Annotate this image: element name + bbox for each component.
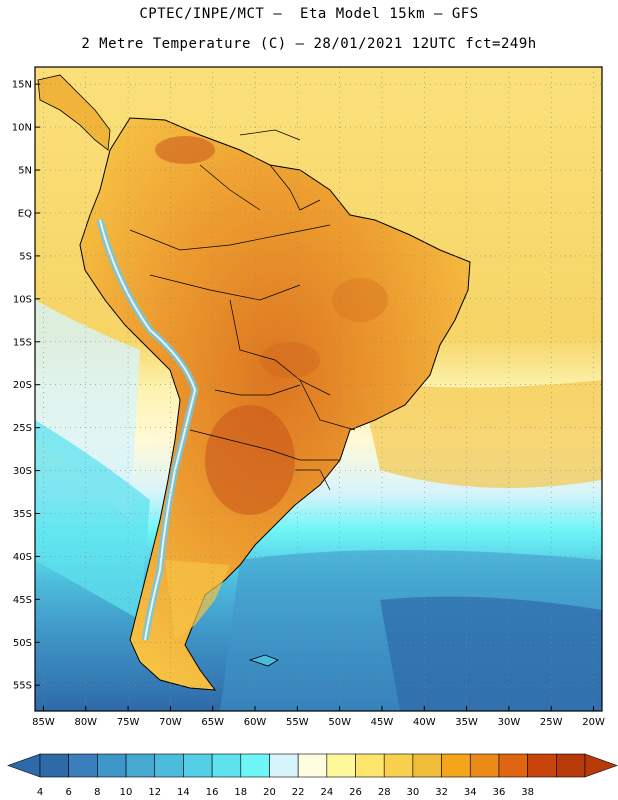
central-america-land (37, 74, 111, 151)
lon-tick-label: 50W (328, 717, 351, 728)
colorbar-segment (469, 753, 500, 778)
andes-snow-line (99, 219, 197, 641)
colorbar-segment (412, 753, 442, 778)
colorbar-label: 34 (464, 787, 477, 798)
colorbar-segment (498, 753, 528, 778)
colorbar-label: 20 (263, 787, 276, 798)
lat-tick-label: 15S (13, 337, 32, 348)
colorbar-segment (383, 753, 414, 778)
lon-tick-label: 70W (159, 717, 182, 728)
southern-ocean-coldest (380, 596, 602, 711)
lat-tick-label: 25S (13, 423, 32, 434)
colorbar-segment (326, 753, 356, 778)
colorbar-label: 30 (407, 787, 420, 798)
lat-tick-label: 45S (13, 595, 32, 606)
lat-tick-label: 15N (12, 80, 32, 91)
map-title-line-2: 2 Metre Temperature (C) – 28/01/2021 12U… (81, 36, 537, 52)
colorbar-segment (441, 753, 471, 778)
colorbar-max-arrow (584, 753, 618, 778)
map-title-line-1: CPTEC/INPE/MCT – Eta Model 15km – GFS (139, 6, 479, 22)
colorbar-label: 38 (521, 787, 534, 798)
hot-spot-mato-grosso (260, 342, 320, 378)
lon-tick-label: 30W (498, 717, 521, 728)
colorbar-label: 8 (94, 787, 100, 798)
latitude-axis: 15N 10N 5N EQ 5S 10S 15S 20S 25S 30S 35S 40S 45S 50S 5… (12, 80, 40, 692)
colorbar-segment (355, 753, 385, 778)
colorbar-segment (39, 753, 69, 778)
colorbar-segment (183, 753, 213, 778)
lon-tick-label: 60W (244, 717, 267, 728)
lat-tick-label: 20S (13, 380, 32, 391)
colorbar-label: 14 (177, 787, 190, 798)
hot-spot-brazil-central (332, 278, 388, 322)
colorbar-segment (125, 753, 156, 778)
lon-tick-label: 75W (117, 717, 140, 728)
colorbar-segment (97, 753, 127, 778)
colorbar-label: 24 (320, 787, 333, 798)
lon-tick-label: 85W (32, 717, 55, 728)
colorbar-segment (297, 753, 328, 778)
colorbar-label: 28 (378, 787, 391, 798)
country-borders (129, 164, 356, 491)
colorbar-label: 22 (292, 787, 305, 798)
lat-tick-label: 10N (12, 123, 32, 134)
colorbar-segment (269, 753, 299, 778)
colorbar-label: 4 (37, 787, 43, 798)
lon-tick-label: 55W (286, 717, 309, 728)
lon-tick-label: 35W (455, 717, 478, 728)
colorbar-label: 12 (148, 787, 161, 798)
lat-tick-label: 5S (19, 251, 32, 262)
lat-tick-label: 50S (13, 638, 32, 649)
south-america-land (79, 117, 471, 691)
lat-tick-label: 40S (13, 552, 32, 563)
colorbar-label: 36 (493, 787, 506, 798)
colorbar: 4 6 8 10 12 14 16 18 20 22 24 26 28 30 32 34 36 38 (7, 753, 618, 798)
hot-spot-venezuela (155, 136, 215, 164)
colorbar-segment (68, 753, 98, 778)
lat-tick-label: 55S (13, 681, 32, 692)
lon-tick-label: 40W (413, 717, 436, 728)
falkland-islands (248, 654, 279, 667)
lat-tick-label: 10S (13, 294, 32, 305)
colorbar-segment (211, 753, 242, 778)
colorbar-segment (154, 753, 184, 778)
lon-tick-label: 65W (201, 717, 224, 728)
lat-tick-label: 5N (18, 166, 32, 177)
map-frame (34, 66, 603, 712)
lon-tick-label: 45W (371, 717, 394, 728)
caribbean-coast (239, 129, 301, 141)
lat-tick-label: 30S (13, 466, 32, 477)
colorbar-label: 18 (234, 787, 247, 798)
colorbar-min-arrow (7, 753, 41, 778)
colorbar-label: 10 (120, 787, 133, 798)
colorbar-label: 16 (206, 787, 219, 798)
colorbar-segment (556, 753, 586, 778)
lon-tick-label: 20W (582, 717, 605, 728)
patagonia-zone (165, 560, 230, 640)
pacific-cool-band (35, 300, 140, 520)
lat-tick-label: EQ (18, 208, 32, 219)
pacific-cold-band (35, 420, 150, 620)
colorbar-label: 26 (349, 787, 362, 798)
lon-tick-label: 80W (74, 717, 97, 728)
warm-atlantic-band (360, 380, 602, 488)
colorbar-label: 6 (65, 787, 71, 798)
colorbar-segment (240, 753, 270, 778)
lat-tick-label: 35S (13, 509, 32, 520)
longitude-axis: 85W 80W 75W 70W 65W 60W 55W 50W 45W 40W 35W 30W 25W 2… (32, 706, 605, 728)
colorbar-segment (527, 753, 557, 778)
lon-tick-label: 25W (540, 717, 563, 728)
colorbar-label: 32 (435, 787, 448, 798)
hot-spot-argentina (205, 405, 295, 515)
